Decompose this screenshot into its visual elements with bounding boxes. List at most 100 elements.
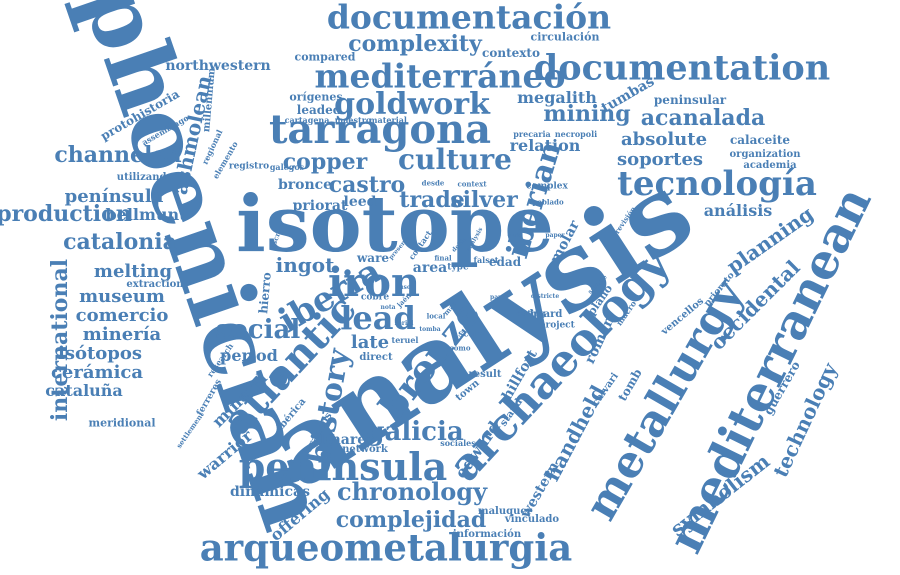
- word-uso: uso: [399, 284, 411, 291]
- word-hierro: hierro: [256, 271, 274, 315]
- word-ceramica: cerámica: [50, 362, 144, 383]
- word-goldwork: goldwork: [334, 87, 490, 122]
- word-poblado: poblado: [532, 197, 564, 207]
- word-channeled: channeled: [54, 142, 182, 168]
- word-cobre: cobre: [360, 292, 390, 303]
- word-isotope: isotope: [236, 179, 554, 270]
- word-organization: organization: [729, 149, 801, 160]
- word-registro: registro: [228, 161, 270, 172]
- word-period: period: [220, 346, 278, 365]
- word-documentation: documentation: [533, 47, 831, 89]
- word-desde: desde: [421, 178, 445, 188]
- word-relation: relation: [509, 136, 581, 155]
- word-arqueometalurgia: arqueometalurgia: [199, 525, 573, 570]
- word-extraction: extraction: [126, 279, 184, 290]
- word-bronce: bronce: [277, 177, 333, 193]
- word-leed: leed: [343, 194, 377, 210]
- word-ware: ware: [356, 251, 390, 265]
- word-iron: iron: [327, 259, 421, 306]
- word-calaceite: calaceite: [729, 133, 791, 147]
- word-area: area: [412, 260, 448, 276]
- word-maluquer: maluquer: [477, 506, 533, 517]
- word-mineria: minería: [82, 324, 162, 345]
- word-sociales: sociales: [440, 438, 476, 448]
- word-compared: compared: [294, 50, 356, 64]
- word-analisis: análisis: [703, 201, 773, 220]
- word-maestro: maestro: [334, 115, 372, 125]
- word-teruel: teruel: [391, 335, 419, 345]
- word-settlement: settlement: [174, 410, 206, 450]
- word-meridional: meridional: [88, 416, 156, 430]
- word-museum: museum: [79, 286, 165, 307]
- word-dinamicas: dinámicas: [230, 484, 310, 500]
- word-soportes: soportes: [616, 149, 704, 170]
- word-circulacion: circulación: [530, 30, 600, 44]
- word-informacion: información: [452, 529, 522, 540]
- word-tecnologia: tecnología: [617, 164, 817, 204]
- word-peninsula-es: península: [64, 186, 164, 207]
- word-hoard: hoard: [529, 309, 563, 320]
- word-context: context: [457, 179, 487, 189]
- word-falset: falset: [473, 255, 499, 265]
- word-material: material: [369, 115, 407, 125]
- word-melting: melting: [93, 261, 173, 282]
- word-dating: dating: [516, 308, 546, 318]
- word-castro: castro: [328, 172, 406, 198]
- word-vinculado: vinculado: [504, 514, 560, 525]
- word-absolute: absolute: [620, 129, 708, 150]
- word-serial: serial: [394, 320, 414, 327]
- word-origenes: orígenes: [289, 90, 343, 104]
- word-como: como: [449, 343, 471, 353]
- word-academia: academia: [743, 160, 797, 171]
- word-paper: paper: [545, 232, 565, 239]
- word-northwestern: northwestern: [165, 58, 271, 74]
- word-galicia: galicia: [366, 417, 464, 447]
- word-caso: caso: [507, 232, 523, 239]
- word-result: result: [468, 369, 502, 380]
- word-complex: complex: [526, 181, 568, 192]
- word-necropoli: necropoli: [554, 129, 598, 139]
- word-project: project: [539, 320, 575, 331]
- word-part: part: [489, 294, 505, 301]
- word-megalith: megalith: [517, 88, 597, 107]
- word-acanalada: acanalada: [640, 105, 766, 131]
- word-production: production: [0, 201, 132, 227]
- word-social: social: [215, 315, 301, 345]
- word-direct: direct: [359, 352, 393, 363]
- word-comercio: comercio: [75, 305, 169, 326]
- word-tarragona: tarragona: [268, 106, 492, 153]
- word-trade: trade: [399, 187, 465, 213]
- word-district: districte: [530, 293, 560, 300]
- word-mediterraneo: mediterráneo: [314, 56, 566, 96]
- word-catalonia: catalonia: [63, 229, 177, 255]
- word-peninsula-en: peninsula: [238, 444, 448, 489]
- word-contexto: contexto: [482, 46, 540, 60]
- word-complejidad: complejidad: [335, 507, 487, 533]
- word-ingot: ingot: [275, 253, 335, 277]
- word-culture: culture: [398, 143, 512, 176]
- word-cartagena: cartagena: [284, 115, 330, 125]
- word-lead: lead: [340, 299, 416, 337]
- word-complexity: complexity: [348, 31, 482, 57]
- word-peninsular: peninsular: [653, 93, 727, 107]
- word-late: late: [350, 332, 390, 353]
- word-cataluna: cataluña: [45, 381, 123, 400]
- word-linares: linares: [319, 432, 375, 448]
- word-copper: copper: [282, 149, 368, 175]
- word-silver: silver: [450, 187, 518, 213]
- word-utilizando: utilizando: [116, 172, 174, 183]
- word-final: final: [434, 253, 452, 263]
- word-precaria: precaria: [513, 129, 551, 139]
- word-scale: scale: [458, 329, 484, 340]
- word-bellmunt: bellmunt: [105, 205, 187, 224]
- word-local: local: [426, 311, 446, 321]
- word-edad: edad: [488, 255, 522, 269]
- word-leaded: leaded: [296, 103, 342, 117]
- word-chronology: chronology: [336, 477, 488, 506]
- word-nota: nota: [380, 304, 396, 311]
- word-network: network: [342, 444, 388, 455]
- word-galegos: galegos: [269, 162, 305, 172]
- word-mining: mining: [543, 101, 631, 127]
- word-isotopos: isótopos: [57, 343, 143, 364]
